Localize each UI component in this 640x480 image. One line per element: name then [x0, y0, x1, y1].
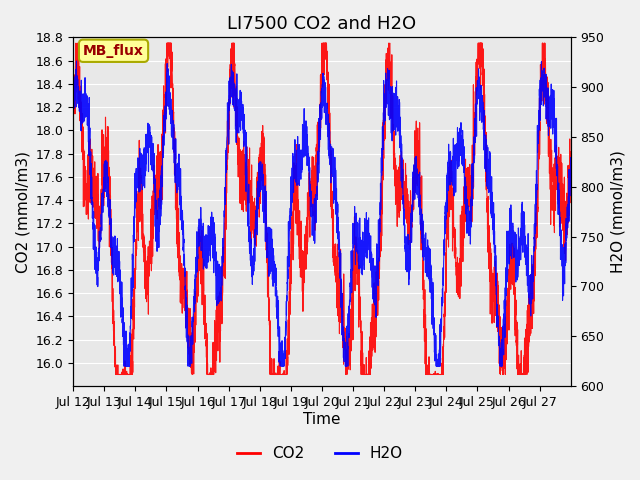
Title: LI7500 CO2 and H2O: LI7500 CO2 and H2O [227, 15, 417, 33]
X-axis label: Time: Time [303, 412, 340, 427]
Text: MB_flux: MB_flux [83, 44, 144, 58]
Y-axis label: CO2 (mmol/m3): CO2 (mmol/m3) [15, 151, 30, 273]
Y-axis label: H2O (mmol/m3): H2O (mmol/m3) [610, 150, 625, 273]
Legend: CO2, H2O: CO2, H2O [231, 440, 409, 468]
